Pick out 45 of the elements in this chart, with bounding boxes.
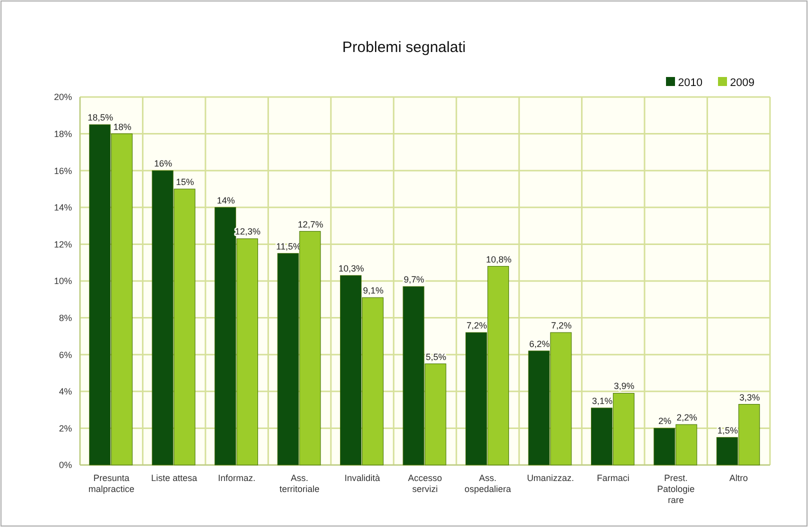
x-tick-label: Altro <box>729 473 748 483</box>
y-tick-label: 4% <box>58 386 72 397</box>
data-label: 18% <box>113 122 132 132</box>
x-tick-label: Prest. Patologie rare <box>657 473 695 505</box>
data-label: 3,3% <box>739 392 760 402</box>
y-tick-label: 6% <box>58 350 72 360</box>
y-tick-label: 16% <box>54 166 72 176</box>
data-label: 1,5% <box>717 425 738 436</box>
data-label: 10,3% <box>338 263 364 274</box>
data-label: 9,7% <box>404 274 424 285</box>
y-tick-label: 12% <box>54 239 72 250</box>
x-tick-label: Ass. territoriale <box>280 473 320 494</box>
legend-label: 2010 <box>678 77 702 89</box>
chart-title: Problemi segnalati <box>342 39 466 56</box>
y-tick-label: 14% <box>54 202 72 213</box>
data-label: 6,2% <box>529 338 550 349</box>
data-label: 3,9% <box>614 381 634 392</box>
y-tick-label: 8% <box>58 312 72 323</box>
data-label: 3,1% <box>592 396 612 406</box>
data-label: 16% <box>154 158 172 169</box>
y-tick-label: 2% <box>58 423 72 434</box>
y-tick-label: 0% <box>58 460 72 470</box>
x-tick-label: Presunta malpractice <box>88 473 134 494</box>
data-label: 2,2% <box>676 412 698 423</box>
data-label: 15% <box>176 177 194 187</box>
data-label: 5,5% <box>426 352 446 362</box>
data-label: 10,8% <box>486 254 512 264</box>
y-tick-label: 20% <box>54 92 72 102</box>
x-tick-label: Invalidità <box>344 473 380 483</box>
y-tick-label: 10% <box>54 276 72 286</box>
x-tick-label: Umanizzaz. <box>526 473 574 483</box>
data-label: 9,1% <box>362 286 384 296</box>
data-label: 12,7% <box>298 219 324 230</box>
x-tick-label: Liste attesa <box>151 473 198 483</box>
data-label: 14% <box>216 195 235 206</box>
x-tick-label: Accesso servizi <box>408 473 442 494</box>
x-tick-label: Farmaci <box>596 473 630 483</box>
x-tick-label: Informaz. <box>218 473 256 483</box>
data-label: 2% <box>658 416 672 426</box>
legend-label: 2009 <box>730 77 754 89</box>
data-label: 7,2% <box>466 320 488 331</box>
data-label: 18,5% <box>88 112 114 123</box>
x-tick-label: Ass. ospedaliera <box>464 473 511 494</box>
data-label: 7,2% <box>551 320 572 331</box>
y-tick-label: 18% <box>54 128 72 139</box>
